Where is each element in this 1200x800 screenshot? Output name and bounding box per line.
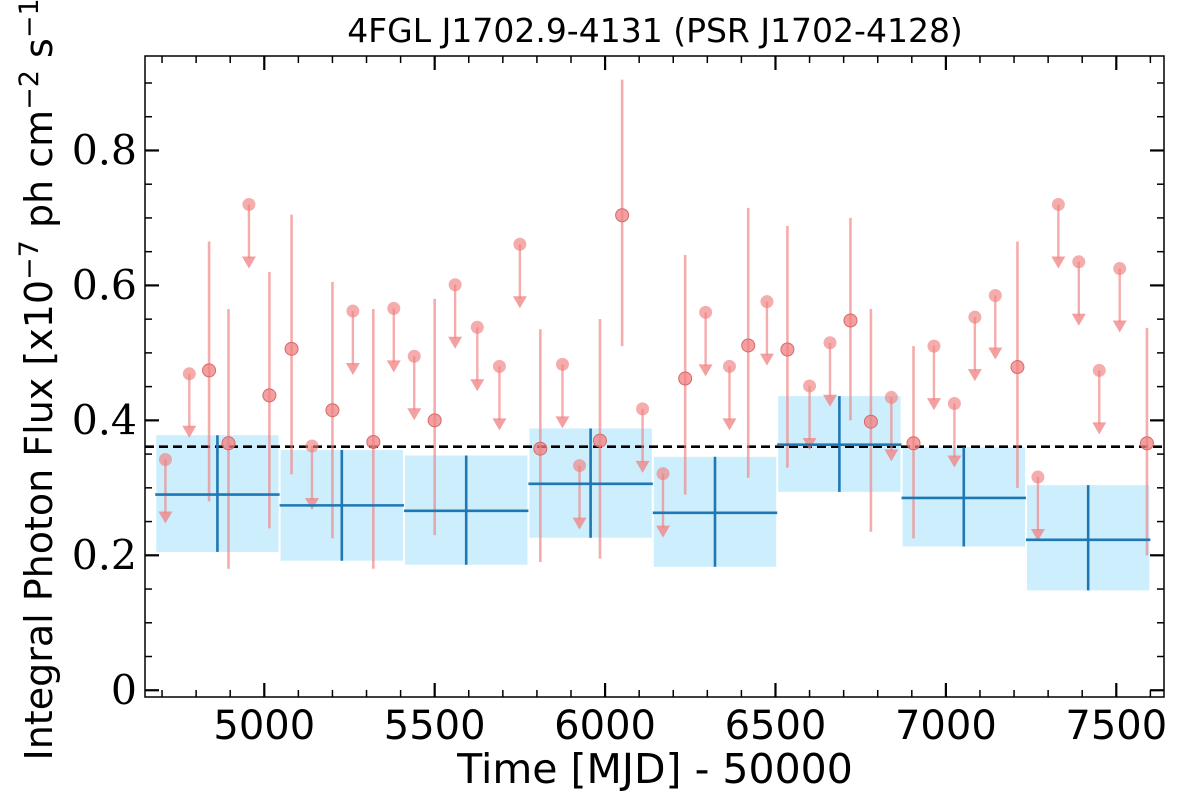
x-tick-label: 6500 <box>725 703 827 749</box>
y-tick-label: 0.6 <box>72 261 137 309</box>
upper-limit-point <box>803 379 817 393</box>
detection-point <box>262 388 277 403</box>
x-tick-label: 5500 <box>384 703 486 749</box>
y-tick-label: 0.8 <box>72 126 137 174</box>
upper-limit-arrow-head <box>1071 313 1086 326</box>
upper-limit-arrow-head <box>345 363 360 376</box>
upper-limit-arrow-head <box>182 425 197 438</box>
upper-limit-arrow-head <box>386 360 401 373</box>
upper-limit-arrow-head <box>967 369 982 382</box>
upper-limit-arrow-head <box>926 398 941 411</box>
axes: 5000 5500 6000 6500 7000 7500 0 0.2 0.4 0.6 0.8 <box>72 55 1167 749</box>
upper-limit-point <box>699 305 713 319</box>
upper-limit-point <box>573 459 587 473</box>
upper-limit-arrow-head <box>722 418 737 431</box>
upper-limit-point <box>1113 262 1127 276</box>
upper-limit-arrow-head <box>304 497 319 510</box>
upper-limit-point <box>1092 363 1106 377</box>
detection-point <box>284 341 299 356</box>
detection-point <box>325 403 340 418</box>
upper-limit-arrow-head <box>470 379 485 392</box>
upper-limit-point <box>722 359 736 373</box>
upper-limit-point <box>656 467 670 481</box>
upper-limit-arrow-head <box>884 449 899 462</box>
upper-limit-point <box>407 349 421 363</box>
detection-point <box>843 313 858 328</box>
upper-limit-arrow-head <box>698 364 713 377</box>
y-tick-label: 0 <box>111 666 137 714</box>
upper-limit-point <box>1072 255 1086 269</box>
detection-point <box>533 441 548 456</box>
detection-point <box>863 414 878 429</box>
upper-limit-point <box>305 439 319 453</box>
upper-limit-point <box>823 336 837 350</box>
upper-limit-arrow-head <box>572 517 587 530</box>
plot-frame <box>144 55 1165 698</box>
upper-limit-point <box>1051 197 1065 211</box>
upper-limit-arrow-head <box>158 511 173 524</box>
upper-limit-arrow-head <box>1112 320 1127 333</box>
detection-point <box>1010 360 1025 375</box>
upper-limit-point <box>492 359 506 373</box>
detection-point <box>615 208 630 223</box>
x-tick-label: 6000 <box>554 703 656 749</box>
coarse-bin-bands <box>156 396 1150 591</box>
x-tick-label: 5000 <box>213 703 315 749</box>
detection-point <box>1139 436 1154 451</box>
upper-limit-arrow-head <box>555 416 570 429</box>
upper-limit-point <box>387 301 401 315</box>
upper-limit-point <box>242 197 256 211</box>
upper-limit-arrow-head <box>656 525 671 538</box>
upper-limit-point <box>346 304 360 318</box>
upper-limit-arrow-head <box>241 256 256 269</box>
upper-limit-point <box>513 237 527 251</box>
y-tick-label: 0.4 <box>72 396 137 444</box>
detection-point <box>221 436 236 451</box>
detection-point <box>906 436 921 451</box>
y-tick-label: 0.2 <box>72 531 137 579</box>
x-tick-label: 7000 <box>895 703 997 749</box>
upper-limit-point <box>555 357 569 371</box>
upper-limit-point <box>470 320 484 334</box>
upper-limit-point <box>968 310 982 324</box>
detection-point <box>366 434 381 449</box>
y-axis-label: Integral Photon Flux [x10−7 ph cm−2 s−1] <box>14 0 61 760</box>
upper-limit-arrow-head <box>1051 256 1066 269</box>
upper-limit-arrow-head <box>988 347 1003 360</box>
upper-limit-arrow-head <box>407 408 422 421</box>
upper-limit-point <box>636 402 650 416</box>
upper-limit-point <box>760 295 774 309</box>
chart-title: 4FGL J1702.9-4131 (PSR J1702-4128) <box>347 11 963 50</box>
upper-limit-arrow-head <box>635 460 650 473</box>
detection-point <box>202 363 217 378</box>
upper-limit-arrow-head <box>823 394 838 407</box>
detection-point <box>780 342 795 357</box>
detection-point <box>678 371 693 386</box>
upper-limit-point <box>1031 470 1045 484</box>
detection-point <box>592 433 607 448</box>
upper-limit-arrow-head <box>947 455 962 468</box>
upper-limit-arrow-head <box>1092 422 1107 435</box>
upper-limit-arrow-head <box>492 418 507 431</box>
upper-limit-point <box>182 367 196 381</box>
detection-point <box>427 413 442 428</box>
upper-limit-arrow-head <box>759 353 774 366</box>
upper-limit-point <box>927 339 941 353</box>
upper-limit-arrow-head <box>1030 529 1045 542</box>
upper-limit-point <box>884 390 898 404</box>
upper-limit-point <box>988 289 1002 303</box>
upper-limit-point <box>448 278 462 292</box>
upper-limit-point <box>158 452 172 466</box>
x-tick-label: 7500 <box>1065 703 1167 749</box>
upper-limit-arrow-head <box>512 296 527 309</box>
data-marks <box>145 79 1164 591</box>
upper-limit-point <box>947 396 961 410</box>
x-axis-label: Time [MJD] - 50000 <box>456 745 853 793</box>
detection-point <box>741 338 756 353</box>
upper-limit-arrow-head <box>448 336 463 349</box>
